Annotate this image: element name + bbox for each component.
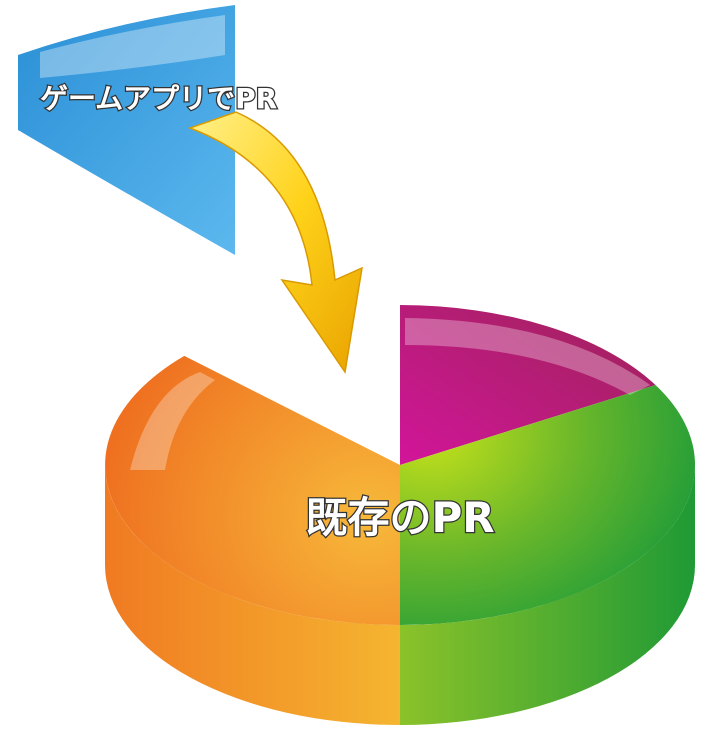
pie-label: 既存のPR — [305, 493, 494, 542]
blue-slice — [18, 5, 235, 255]
slice-label: ゲームアプリでPR — [40, 82, 277, 115]
highlight — [405, 318, 650, 395]
orange-slice — [105, 355, 400, 625]
green-slice — [400, 385, 696, 625]
arrow — [187, 111, 363, 374]
highlight — [130, 372, 215, 470]
green-side — [400, 465, 695, 725]
orange-side — [105, 465, 400, 725]
highlight — [40, 15, 225, 78]
magenta-slice — [400, 305, 656, 465]
